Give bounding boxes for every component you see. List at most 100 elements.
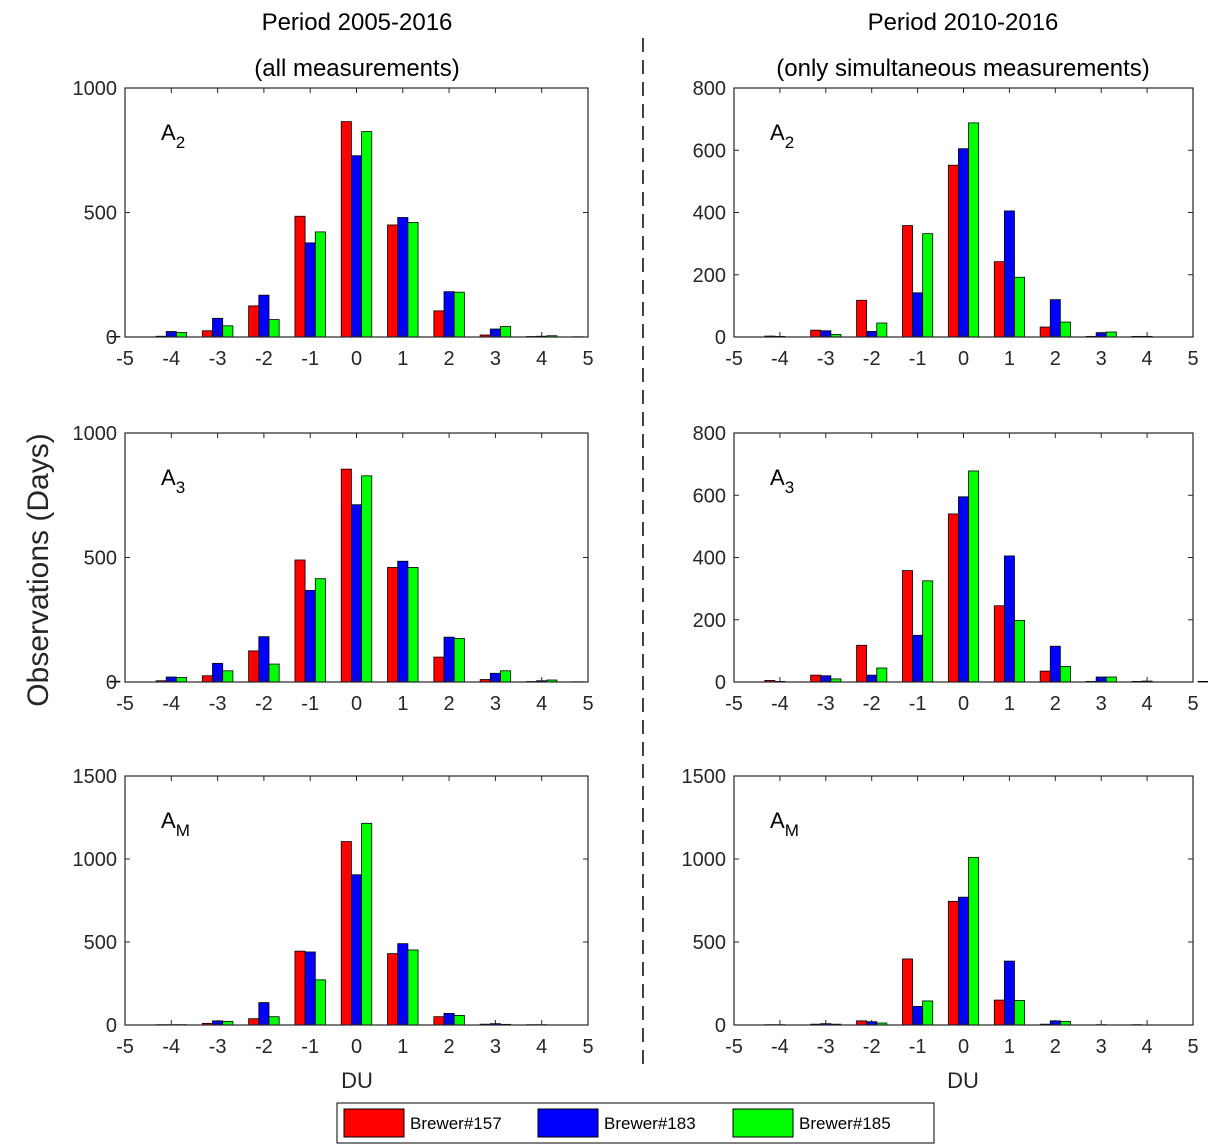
y-tick-label: 500 <box>84 203 117 225</box>
y-tick-label: 0 <box>715 327 726 349</box>
x-tick-label: -2 <box>863 1036 881 1058</box>
bar-Brewer183-du1 <box>397 217 409 338</box>
x-tick-label: -4 <box>771 1036 789 1058</box>
bar-Brewer185-du2 <box>453 291 465 338</box>
x-tick-label: 4 <box>1142 693 1153 715</box>
bar-Brewer183-du0 <box>958 148 969 338</box>
bar-Brewer157-du-5 <box>109 336 121 338</box>
legend-label-brewer185: Brewer#185 <box>799 1114 891 1133</box>
bar-Brewer185-du-1 <box>314 578 326 683</box>
bar-Brewer183-du1 <box>1003 210 1015 338</box>
y-tick-label: 400 <box>693 548 726 570</box>
x-tick-label: -1 <box>909 1036 927 1058</box>
bar-Brewer183-du0 <box>351 155 363 338</box>
x-tick-label: 5 <box>582 693 593 715</box>
x-tick-label: -3 <box>817 348 835 370</box>
bar-Brewer157-du-2 <box>856 1020 868 1026</box>
bar-Brewer185-du3 <box>500 326 512 338</box>
panel-left-AM: -5 -4 -3 -2 -1 0 1 2 3 4 5 0 500 1000 1500 AM <box>73 766 594 1058</box>
x-tick-label: -4 <box>162 693 180 715</box>
right-title-line1: Period 2010-2016 <box>868 9 1059 36</box>
bar-Brewer157-du-2 <box>248 650 260 683</box>
bar-Brewer185-du1 <box>1014 276 1025 338</box>
x-tick-label: -3 <box>209 1036 227 1058</box>
y-tick-label: 1000 <box>73 78 118 100</box>
x-tick-label: 4 <box>1142 348 1153 370</box>
legend-label-brewer183: Brewer#183 <box>604 1114 696 1133</box>
bar-Brewer157-du-2 <box>856 644 868 683</box>
bar-Brewer185-du-2 <box>268 663 280 683</box>
y-tick-label: 1000 <box>73 849 118 871</box>
bar-Brewer185-du5 <box>1197 680 1208 683</box>
y-tick-label: 0 <box>715 672 726 694</box>
x-tick-label: 5 <box>582 1036 593 1058</box>
x-tick-label: -5 <box>725 348 743 370</box>
right-title-line2: (only simultaneous measurements) <box>776 55 1150 82</box>
y-tick-label: 800 <box>693 78 726 100</box>
legend-swatch-brewer185 <box>732 1108 794 1138</box>
bar-Brewer157-du1 <box>387 224 399 338</box>
bar-Brewer157-du2 <box>433 1016 445 1026</box>
bar-Brewer183-du2 <box>443 291 455 338</box>
bar-Brewer185-du2 <box>1059 321 1071 338</box>
panel-left-A3: -5 -4 -3 -2 -1 0 1 2 3 4 5 0 500 1000 A3 <box>73 423 594 715</box>
x-tick-label: 0 <box>958 348 969 370</box>
x-tick-label: 4 <box>536 693 547 715</box>
bar-Brewer157-du1 <box>993 999 1005 1026</box>
x-tick-label: -3 <box>209 348 227 370</box>
bar-Brewer157-du-1 <box>294 215 306 338</box>
y-tick-label: 500 <box>84 548 117 570</box>
x-tick-label: -5 <box>116 693 134 715</box>
x-tick-label: 0 <box>351 693 362 715</box>
x-tick-label: -4 <box>771 693 789 715</box>
x-tick-label: 2 <box>1050 1036 1061 1058</box>
panel-right-A3: -5 -4 -3 -2 -1 0 1 2 3 4 5 0 200 400 600 800 A3 <box>693 423 1208 715</box>
x-tick-label: -2 <box>863 348 881 370</box>
bar-Brewer157-du1 <box>993 605 1005 683</box>
x-tick-label: -3 <box>817 693 835 715</box>
bar-Brewer157-du-3 <box>810 329 822 338</box>
y-tick-label: 1000 <box>73 423 118 445</box>
bar-Brewer185-du-1 <box>314 979 326 1026</box>
x-tick-label: 3 <box>490 1036 501 1058</box>
x-tick-label: -1 <box>909 693 927 715</box>
bar-Brewer185-du0 <box>361 131 373 338</box>
bar-Brewer185-du0 <box>968 470 980 683</box>
panel-annotation: A2 <box>770 120 794 152</box>
x-tick-label: -2 <box>255 693 273 715</box>
y-tick-label: 500 <box>84 932 117 954</box>
x-tick-label: -5 <box>725 1036 743 1058</box>
bar-Brewer157-du-1 <box>294 559 306 683</box>
bar-Brewer157-du0 <box>947 513 959 683</box>
bar-Brewer185-du3 <box>1105 331 1117 338</box>
panel-annotation: A3 <box>770 465 794 497</box>
bar-Brewer183-du1 <box>1003 555 1015 683</box>
bar-Brewer185-du0 <box>361 475 373 683</box>
x-tick-label: 5 <box>1187 693 1198 715</box>
bar-Brewer183-du-1 <box>912 292 924 338</box>
x-tick-label: 0 <box>958 1036 969 1058</box>
left-title-line2: (all measurements) <box>254 55 459 82</box>
bar-Brewer183-du1 <box>397 560 409 683</box>
bar-Brewer183-du2 <box>443 636 455 683</box>
y-tick-label: 0 <box>106 1015 117 1037</box>
y-tick-label: 200 <box>693 610 726 632</box>
x-tick-label: 5 <box>1187 348 1198 370</box>
x-tick-label: -5 <box>725 693 743 715</box>
bar-Brewer157-du-1 <box>902 225 913 338</box>
bar-Brewer157-du-3 <box>201 330 213 338</box>
bar-Brewer183-du-1 <box>912 634 924 683</box>
y-tick-label: 0 <box>106 672 117 694</box>
x-tick-label: 2 <box>444 1036 455 1058</box>
bar-Brewer183-du-2 <box>258 294 270 338</box>
panel-annotation: A2 <box>161 120 185 152</box>
x-tick-label: 5 <box>1187 1036 1198 1058</box>
bar-Brewer183-du-1 <box>304 242 316 338</box>
x-tick-label: -4 <box>771 348 789 370</box>
bar-Brewer185-du-3 <box>222 325 234 338</box>
bar-Brewer185-du1 <box>407 949 419 1026</box>
bar-Brewer185-du1 <box>1014 619 1025 683</box>
y-tick-label: 1500 <box>73 766 118 788</box>
bar-Brewer157-du-1 <box>294 950 306 1026</box>
